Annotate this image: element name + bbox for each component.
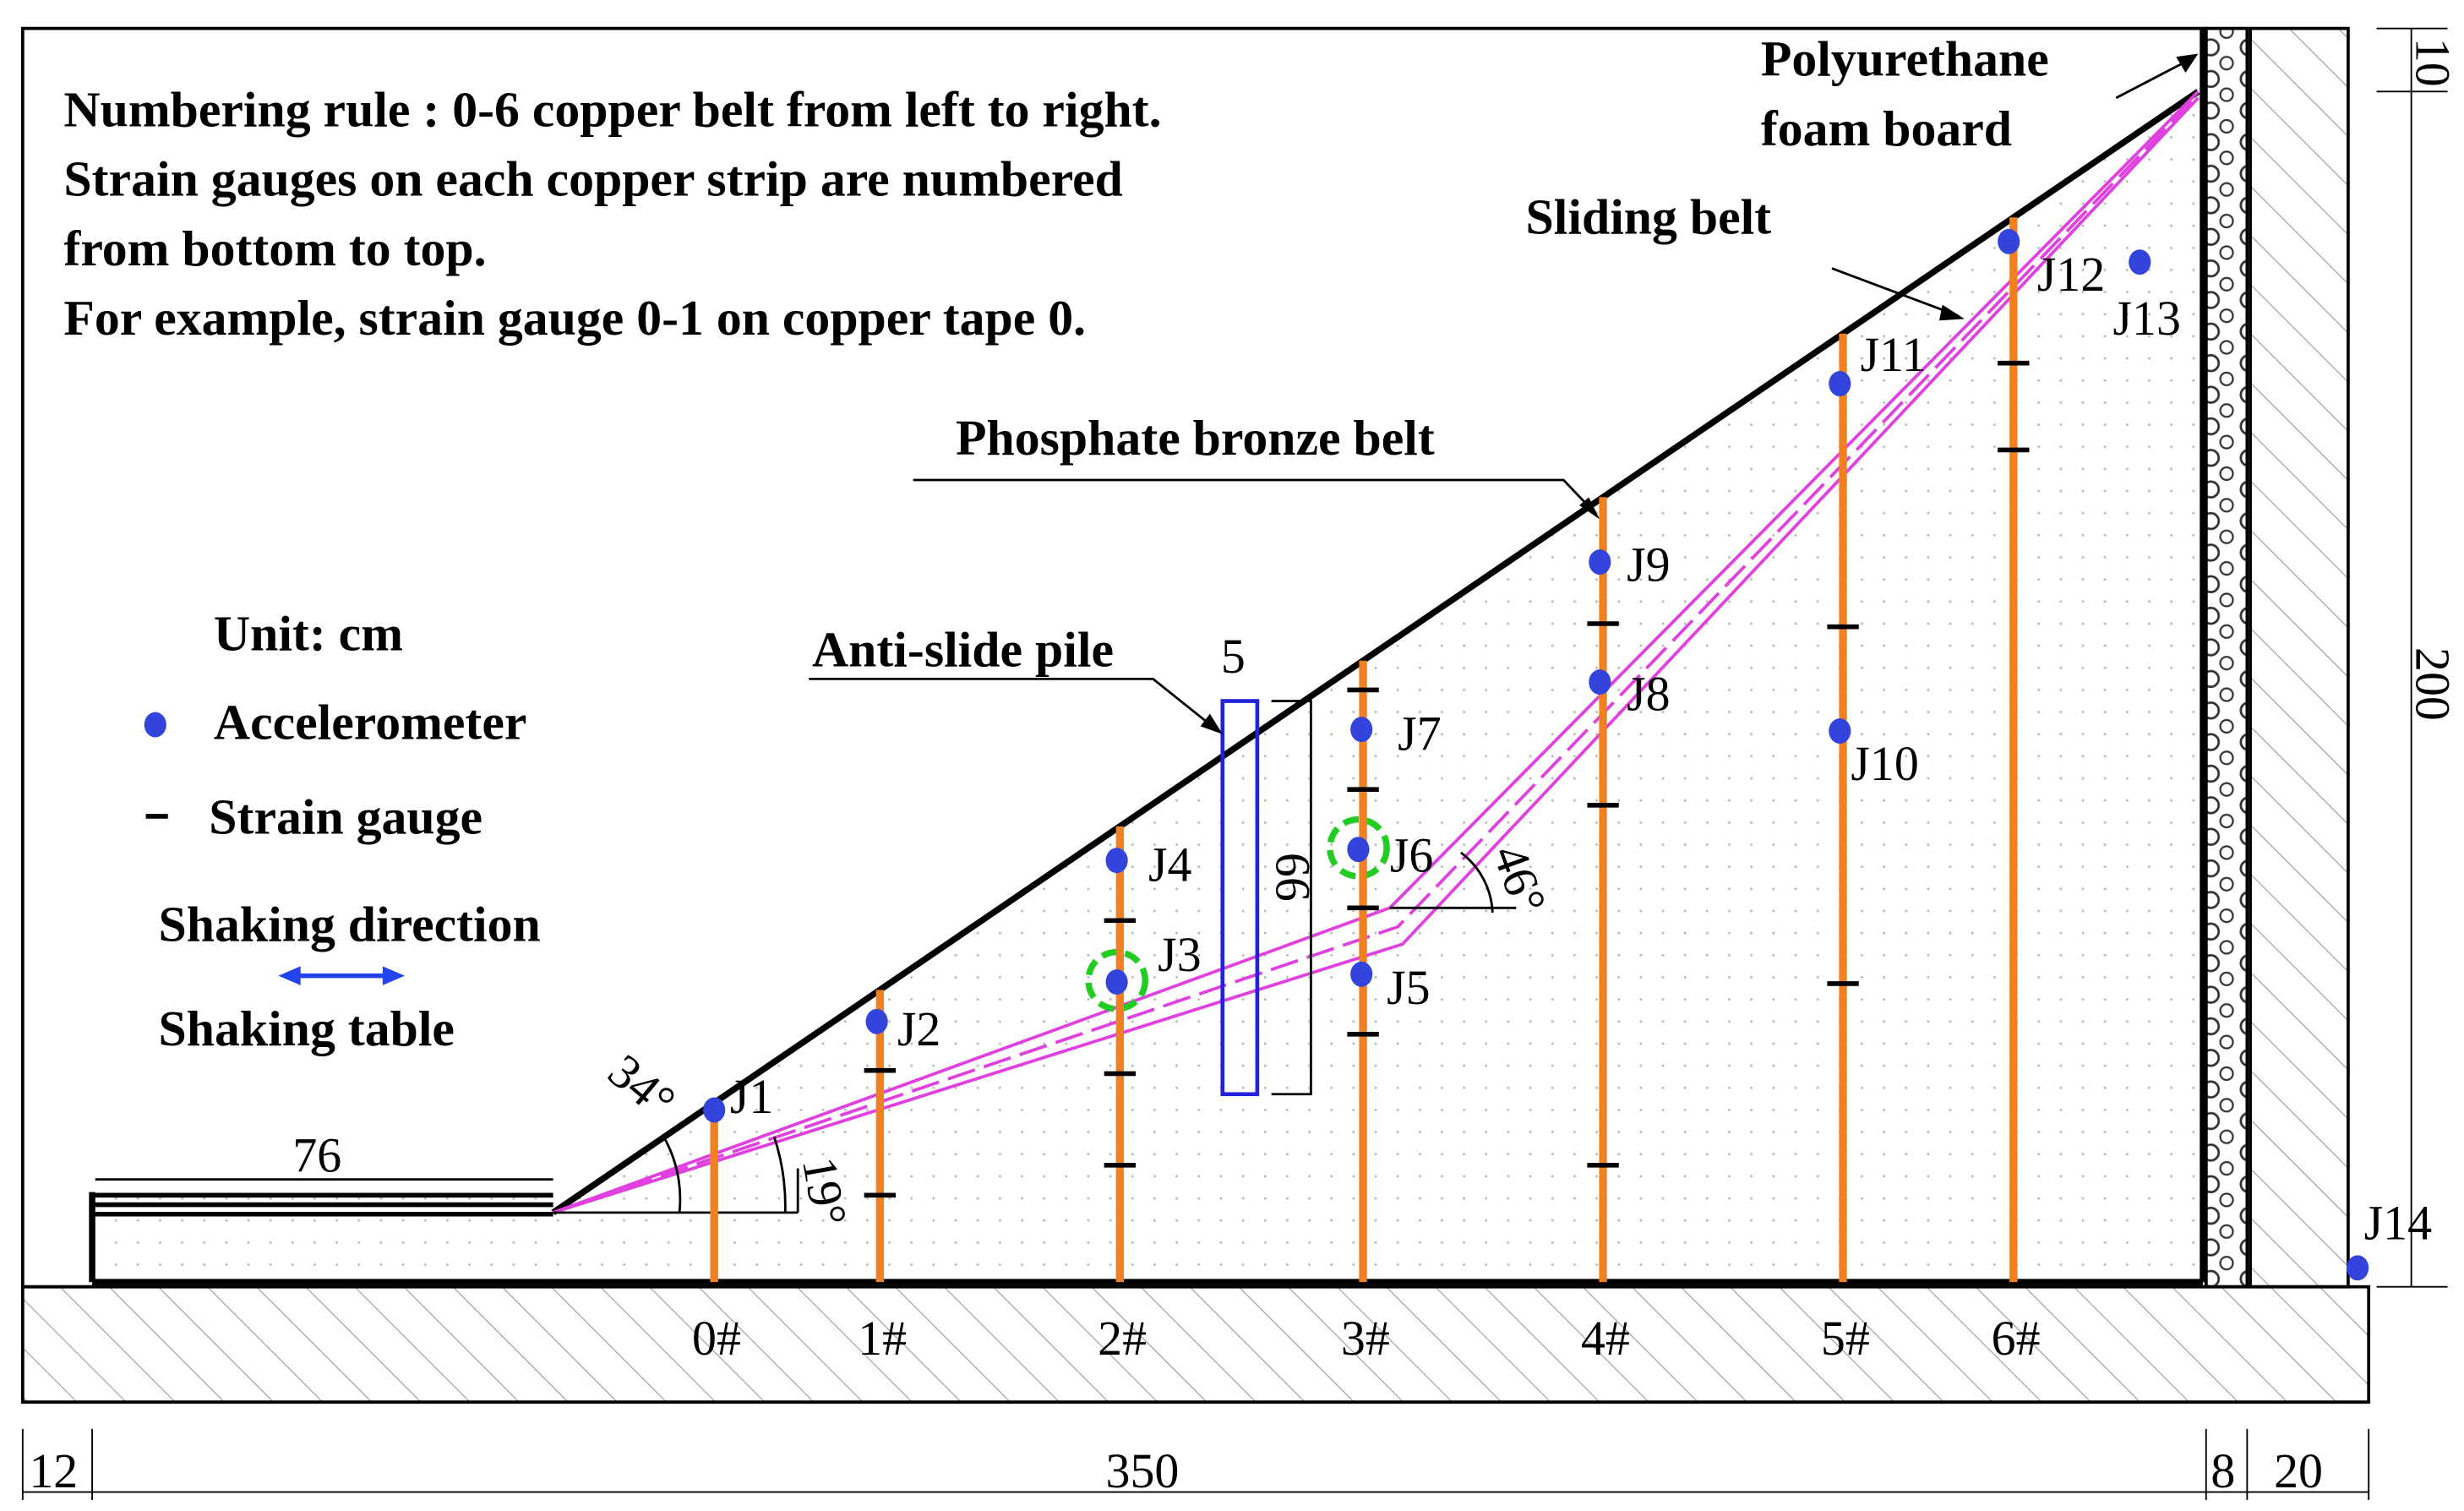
foam-board-label: foam board — [1761, 101, 2012, 156]
dimension: 10 — [2405, 38, 2460, 87]
note: Strain gauges on each copper strip are n… — [63, 151, 1122, 207]
belt-label: 5# — [1821, 1311, 1870, 1366]
accelerometer — [865, 1008, 888, 1034]
instruments: 0# 1# 2# 3# 4# 5# 6# J1 J2 J3 J4 J5 J6 J7 J8 J9 J10 J11 J1… — [692, 217, 2432, 1366]
accelerometer — [2347, 1255, 2369, 1281]
angle: 34° — [598, 1043, 686, 1129]
accelerometer — [1829, 371, 1851, 396]
accelerometer-label: J8 — [1627, 667, 1671, 722]
dimension: 12 — [29, 1443, 78, 1498]
legend-shaking-table: Shaking table — [159, 1001, 455, 1056]
accelerometer — [2129, 249, 2151, 275]
layout — [20, 26, 2448, 1500]
accelerometer — [1589, 669, 1611, 695]
accelerometer — [1998, 228, 2020, 254]
accelerometer-label: J14 — [2364, 1196, 2432, 1251]
accelerometer — [1105, 969, 1128, 996]
belt-label: 0# — [692, 1311, 741, 1366]
accelerometer-label: J6 — [1390, 827, 1434, 882]
note: Numbering rule : 0-6 copper belt from le… — [63, 81, 1161, 137]
note: from bottom to top. — [63, 221, 486, 276]
accelerometer — [1589, 549, 1611, 575]
accelerometer-label: J12 — [2037, 247, 2105, 302]
foam-board-label: Polyurethane — [1761, 31, 2049, 87]
accelerometer-label: J4 — [1148, 837, 1192, 892]
sliding-belt-label: Sliding belt — [1526, 189, 1772, 245]
accelerometer-label: J2 — [897, 1001, 941, 1056]
note: For example, strain gauge 0-1 on copper … — [63, 290, 1086, 346]
accelerometer-label: J10 — [1851, 736, 1918, 791]
accelerometer — [1350, 961, 1373, 987]
belt-label: 6# — [1992, 1311, 2041, 1366]
dimension: 200 — [2405, 647, 2460, 721]
belt-label: 4# — [1581, 1311, 1630, 1366]
belt-label: 1# — [858, 1311, 907, 1366]
belt-label: 3# — [1341, 1311, 1390, 1366]
legend-shaking-direction: Shaking direction — [159, 897, 541, 952]
accelerometer — [1350, 717, 1373, 743]
accelerometer — [1347, 837, 1370, 863]
dimension: 5 — [1221, 629, 1246, 684]
accelerometer-label: J3 — [1158, 927, 1201, 982]
accelerometer-label: J1 — [730, 1069, 774, 1124]
belt-label: 2# — [1098, 1311, 1147, 1366]
notes: Numbering rule : 0-6 copper belt from le… — [63, 81, 1161, 346]
accelerometer — [1829, 718, 1851, 744]
accelerometer — [1105, 848, 1128, 874]
accelerometer-label: J9 — [1627, 537, 1671, 592]
legend-unit: Unit: cm — [214, 606, 403, 662]
legend: Unit: cm Accelerometer Strain gauge Shak… — [159, 606, 541, 1056]
labels: Polyurethane foam board Sliding belt Pho… — [812, 31, 2049, 678]
angle: 19° — [792, 1153, 858, 1230]
accelerometer-label: J11 — [1861, 327, 1927, 382]
dimension: 20 — [2274, 1443, 2323, 1498]
accelerometer-label: J5 — [1387, 960, 1431, 1015]
accelerometer — [703, 1097, 726, 1123]
legend-accelerometer: Accelerometer — [214, 694, 526, 750]
phosphate-belt-label: Phosphate bronze belt — [956, 410, 1435, 466]
dimension: 350 — [1106, 1443, 1180, 1498]
dimension: 76 — [292, 1127, 341, 1182]
pile-label: Anti-slide pile — [812, 621, 1114, 677]
dimension: 66 — [1265, 853, 1320, 902]
legend-strain-gauge: Strain gauge — [209, 788, 482, 844]
dimension: 8 — [2211, 1443, 2235, 1498]
accelerometer-label: J7 — [1398, 706, 1442, 761]
accelerometer-label: J13 — [2113, 291, 2181, 346]
